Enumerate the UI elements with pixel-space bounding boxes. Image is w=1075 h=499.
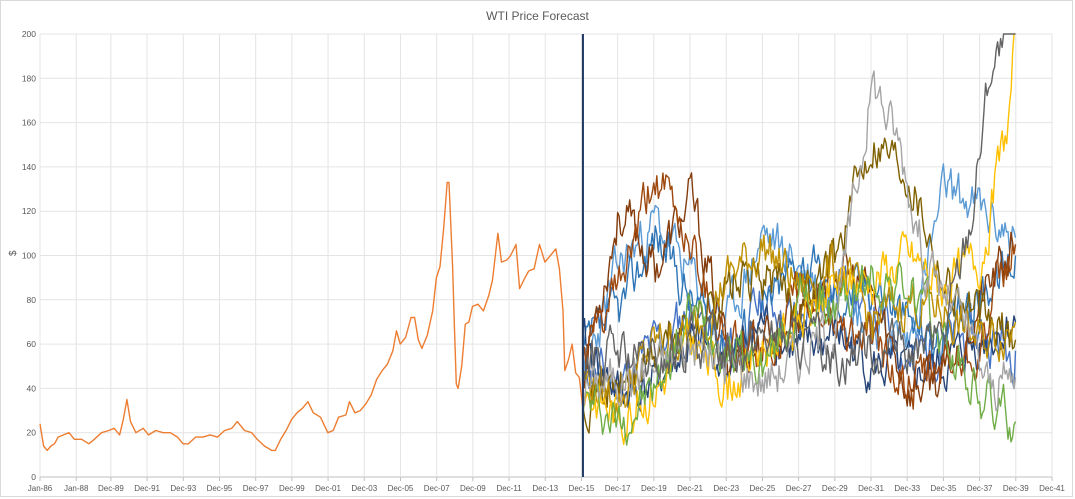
x-tick-label: Dec-01	[315, 484, 341, 493]
y-tick-label: 120	[22, 206, 36, 216]
x-tick-label: Dec-05	[388, 484, 414, 493]
x-tick-label: Dec-17	[605, 484, 631, 493]
y-tick-label: 200	[22, 29, 36, 39]
grid-lines	[39, 33, 1053, 481]
y-tick-label: 0	[31, 472, 36, 482]
y-tick-label: 140	[22, 162, 36, 172]
x-tick-label: Dec-27	[786, 484, 812, 493]
x-tick-label: Dec-25	[750, 484, 776, 493]
x-tick-label: Dec-35	[931, 484, 957, 493]
history-series-line	[39, 181, 584, 452]
x-tick-label: Dec-19	[641, 484, 667, 493]
y-tick-label: 180	[22, 73, 36, 83]
forecast-series-line	[582, 33, 1016, 445]
x-tick-label: Dec-99	[279, 484, 305, 493]
x-tick-label: Dec-29	[822, 484, 848, 493]
forecast-series-line	[582, 70, 1017, 412]
x-tick-label: Dec-15	[569, 484, 595, 493]
x-tick-labels: Jan-86 Jan-88 Dec-89 Dec-91 Dec-93 Dec-95 Dec-…	[28, 484, 1066, 493]
y-tick-label: 40	[27, 383, 37, 393]
x-tick-label: Dec-03	[351, 484, 377, 493]
x-tick-label: Dec-23	[713, 484, 739, 493]
forecast-series-line	[582, 261, 1017, 446]
y-tick-label: 60	[27, 339, 37, 349]
y-tick-label: 20	[27, 428, 37, 438]
x-tick-label: Dec-33	[894, 484, 920, 493]
y-tick-label: 100	[22, 251, 36, 261]
x-tick-label: Dec-07	[424, 484, 450, 493]
x-tick-label: Jan-86	[28, 484, 53, 493]
forecast-series-line	[582, 33, 1016, 387]
forecast-series-line	[582, 163, 1017, 393]
x-tick-label: Dec-89	[98, 484, 124, 493]
x-tick-label: Dec-09	[460, 484, 486, 493]
chart-title: WTI Price Forecast	[486, 9, 589, 23]
x-tick-label: Jan-88	[64, 484, 89, 493]
x-tick-label: Dec-39	[1003, 484, 1029, 493]
x-tick-label: Dec-97	[243, 484, 269, 493]
x-tick-label: Dec-11	[496, 484, 522, 493]
x-tick-label: Dec-95	[207, 484, 233, 493]
x-tick-label: Dec-41	[1039, 484, 1065, 493]
x-tick-label: Dec-13	[532, 484, 558, 493]
y-tick-label: 160	[22, 118, 36, 128]
series-lines	[39, 33, 1017, 452]
y-tick-labels: 0 20 40 60 80 100 120 140 160 180 200	[22, 29, 36, 482]
x-tick-label: Dec-21	[677, 484, 703, 493]
x-tick-label: Dec-37	[967, 484, 993, 493]
x-tick-label: Dec-91	[134, 484, 160, 493]
y-tick-label: 80	[27, 295, 37, 305]
x-tick-label: Dec-93	[170, 484, 196, 493]
x-tick-label: Dec-31	[858, 484, 884, 493]
